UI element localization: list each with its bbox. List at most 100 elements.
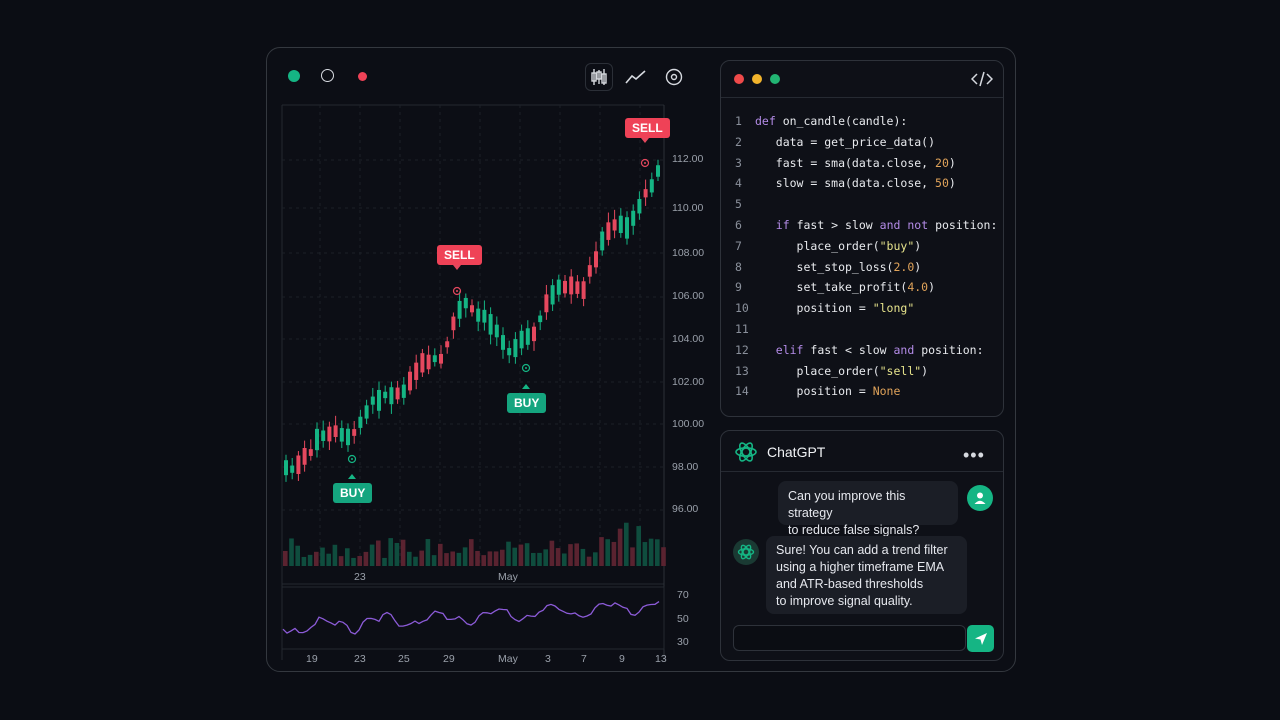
x-tick-label: 23 <box>354 571 366 583</box>
candle-body <box>284 460 288 476</box>
candle-body <box>470 305 474 313</box>
candle-body <box>631 210 636 226</box>
volume-bar <box>531 552 536 566</box>
user-message: Can you improve this strategy to reduce … <box>778 481 958 537</box>
x-tick-label: 29 <box>443 653 455 665</box>
candle-body <box>321 430 326 441</box>
candle-body <box>370 396 375 405</box>
candle-body <box>389 387 394 405</box>
volume-bar <box>400 539 406 566</box>
target-icon[interactable] <box>660 63 688 91</box>
line-number: 11 <box>735 322 749 336</box>
more-icon[interactable]: ••• <box>963 445 985 465</box>
line-chart-icon[interactable] <box>622 63 650 91</box>
assistant-avatar <box>733 539 759 565</box>
volume-bar <box>580 548 586 566</box>
candle-body <box>327 426 332 442</box>
signal-marker-dot <box>351 458 353 460</box>
volume-bar <box>363 551 369 566</box>
candle-body <box>637 199 642 214</box>
window-maximize-dot[interactable] <box>770 74 780 84</box>
price-tick-label: 96.00 <box>672 503 699 515</box>
buy-signal-label: BUY <box>333 483 373 503</box>
volume-bar <box>407 551 412 566</box>
assistant-message-line: using a higher timeframe EMA <box>776 560 945 574</box>
x-tick-label: 13 <box>655 653 667 665</box>
line-number: 12 <box>735 342 749 357</box>
candle-body <box>488 314 493 335</box>
volume-bar <box>450 551 455 566</box>
volume-bar <box>624 522 629 566</box>
volume-bar <box>500 549 505 566</box>
line-number: 7 <box>735 238 742 253</box>
window-close-dot[interactable] <box>734 74 744 84</box>
x-tick-label: 23 <box>354 653 366 665</box>
assistant-message-line: and ATR-based thresholds <box>776 577 924 591</box>
code-text: elif fast < slow and position: <box>775 342 984 357</box>
user-message-line: Can you improve this strategy <box>788 489 906 520</box>
volume-bar <box>289 538 294 566</box>
candle-body <box>544 294 549 313</box>
volume-bar <box>599 537 604 566</box>
candle-body <box>432 355 437 363</box>
candle-body <box>445 341 450 348</box>
volume-bar <box>543 549 548 566</box>
x-tick-label: 9 <box>619 653 625 665</box>
candle-body <box>494 324 499 338</box>
candle-body <box>414 362 419 380</box>
x-tick-label: May <box>498 571 518 583</box>
x-tick-label: 3 <box>545 653 551 665</box>
code-icon[interactable] <box>970 71 994 92</box>
candle-body <box>519 330 524 349</box>
send-button[interactable] <box>967 625 994 652</box>
volume-bar <box>382 557 387 566</box>
volume-bar <box>444 553 449 566</box>
candle-body <box>383 391 388 399</box>
candle-body <box>556 279 561 295</box>
divider <box>721 97 1003 98</box>
code-text: position = "long" <box>755 301 915 316</box>
oscillator-tick-label: 50 <box>677 613 689 625</box>
code-text: if fast > slow and not position: <box>775 218 998 232</box>
volume-bar <box>438 543 443 566</box>
signal-marker <box>521 363 531 373</box>
volume-bar <box>425 539 431 566</box>
volume-bar <box>568 544 573 566</box>
candle-body <box>395 387 400 400</box>
candle-body <box>606 222 611 240</box>
candlestick-icon[interactable] <box>585 63 613 91</box>
volume-bar <box>661 547 666 566</box>
line-number: 4 <box>735 176 742 191</box>
x-tick-label: 19 <box>306 653 318 665</box>
volume-bar <box>642 542 648 566</box>
candle-body <box>625 217 629 239</box>
candle-body <box>290 465 295 473</box>
line-number: 8 <box>735 259 742 274</box>
window-minimize-dot[interactable] <box>752 74 762 84</box>
line-number: 5 <box>735 197 742 212</box>
volume-bar <box>562 553 567 566</box>
volume-bar <box>351 557 356 566</box>
code-text: fast = sma(data.close, 20) <box>755 155 956 170</box>
oscillator-line <box>282 601 660 635</box>
assistant-message-line: Sure! You can add a trend filter <box>776 543 948 557</box>
volume-bar <box>487 551 493 566</box>
code-text: place_order("buy") <box>755 238 922 253</box>
volume-bar <box>574 543 579 566</box>
volume-bar <box>518 544 524 566</box>
candle-body <box>352 429 357 436</box>
candle-body <box>550 285 555 305</box>
assistant-message-line: to improve signal quality. <box>776 594 913 608</box>
volume-bar <box>326 553 331 566</box>
volume-bar <box>648 538 654 566</box>
candle-body <box>439 353 443 364</box>
code-text: set_stop_loss(2.0) <box>755 259 922 274</box>
candle-body <box>618 215 623 234</box>
code-text: def on_candle(candle): <box>755 114 908 128</box>
chat-input[interactable] <box>733 625 966 651</box>
volume-bar <box>475 550 480 566</box>
volume-bar <box>593 552 598 566</box>
sell-signal-label: SELL <box>437 245 482 265</box>
status-dot-red <box>358 72 367 81</box>
